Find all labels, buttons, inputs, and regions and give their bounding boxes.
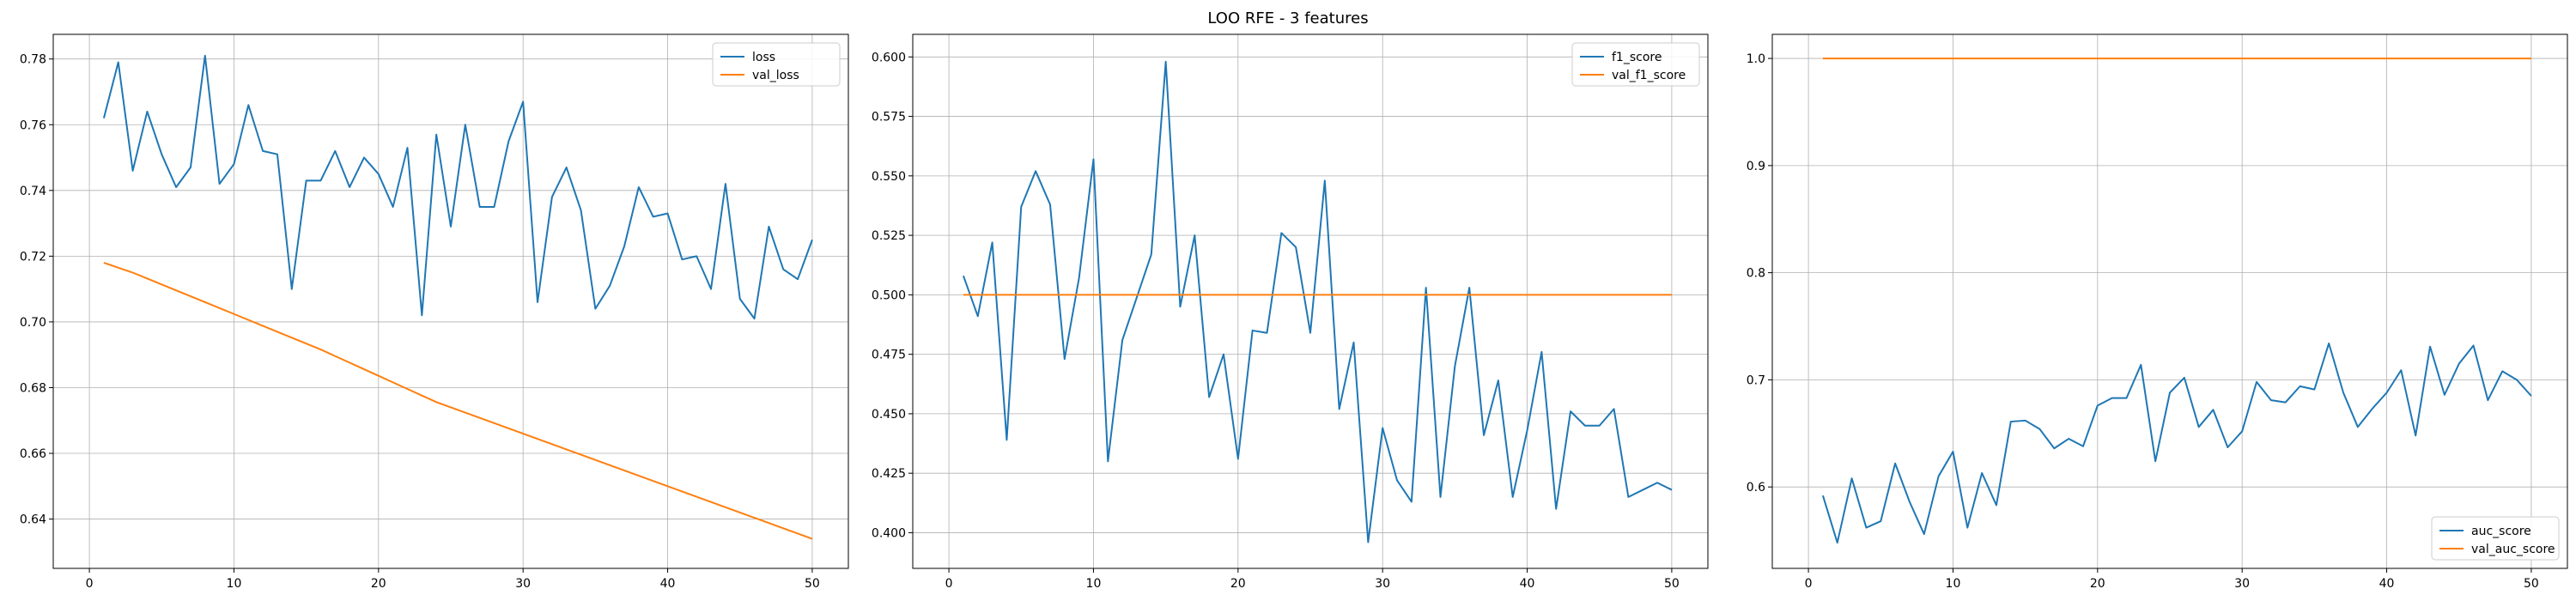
y-tick-label: 0.9 xyxy=(1747,160,1765,173)
x-tick-label: 30 xyxy=(2234,577,2250,591)
y-tick-label: 0.550 xyxy=(872,170,906,184)
axes-frame xyxy=(1771,33,2568,569)
x-tick-label: 0 xyxy=(86,577,94,591)
series-line-f1-score xyxy=(962,60,1673,543)
legend: loss val_loss xyxy=(712,42,841,87)
y-tick-label: 0.525 xyxy=(872,229,906,243)
legend-label-f1-score: f1_score xyxy=(1612,51,1662,64)
y-tick-label: 0.70 xyxy=(20,316,46,330)
legend: auc_score val_auc_score xyxy=(2431,516,2560,561)
y-tick-label: 0.600 xyxy=(872,51,906,64)
x-tick-label: 10 xyxy=(1946,577,1961,591)
y-tick-label: 0.400 xyxy=(872,526,906,540)
x-tick-label: 50 xyxy=(2524,577,2539,591)
x-tick-label: 0 xyxy=(1805,577,1813,591)
y-tick-label: 0.74 xyxy=(20,185,46,198)
auc-score-subplot: 0 10 20 30 40 50 0.6 0.7 0.8 0.9 1.0 auc_score val_a… xyxy=(1747,33,2568,591)
y-tick-label: 0.64 xyxy=(20,513,46,527)
y-tick-label: 0.72 xyxy=(20,250,46,264)
y-tick-label: 0.475 xyxy=(872,349,906,362)
x-tick-label: 50 xyxy=(1664,577,1680,591)
y-tick-label: 0.500 xyxy=(872,288,906,302)
series-line-val-loss xyxy=(103,262,813,540)
x-tick-label: 20 xyxy=(1230,577,1246,591)
x-tick-label: 40 xyxy=(2379,577,2395,591)
legend-label-val-f1-score: val_f1_score xyxy=(1612,69,1686,82)
x-tick-label: 10 xyxy=(227,577,242,591)
legend-label-auc-score: auc_score xyxy=(2471,525,2531,538)
y-tick-label: 0.575 xyxy=(872,111,906,124)
y-tick-label: 0.66 xyxy=(20,447,46,461)
axes-frame xyxy=(912,33,1709,569)
y-tick-label: 0.450 xyxy=(872,408,906,422)
series-line-loss xyxy=(102,54,813,320)
legend-label-loss: loss xyxy=(752,51,775,64)
series-line-auc-score xyxy=(1821,342,2532,544)
x-tick-label: 40 xyxy=(1520,577,1535,591)
y-tick-label: 0.76 xyxy=(20,118,46,132)
x-tick-label: 10 xyxy=(1086,577,1102,591)
loss-subplot: 0 10 20 30 40 50 0.64 0.66 0.68 0.70 0.72 0.74 0.76 0… xyxy=(20,33,849,591)
y-tick-label: 0.6 xyxy=(1747,481,1765,495)
y-tick-label: 1.0 xyxy=(1747,52,1765,66)
x-tick-label: 30 xyxy=(515,577,531,591)
x-tick-label: 20 xyxy=(371,577,386,591)
f1-score-subplot: 0 10 20 30 40 50 0.400 0.425 0.450 0.475 0.500 0.52… xyxy=(872,33,1709,591)
y-tick-label: 0.78 xyxy=(20,53,46,67)
legend-label-val-auc-score: val_auc_score xyxy=(2471,543,2555,556)
legend-label-val-loss: val_loss xyxy=(752,69,799,82)
axes-frame xyxy=(52,33,849,569)
x-tick-label: 20 xyxy=(2090,577,2105,591)
x-tick-label: 50 xyxy=(805,577,820,591)
x-tick-label: 0 xyxy=(945,577,953,591)
figure-title: LOO RFE - 3 features xyxy=(1207,9,1368,27)
x-tick-label: 40 xyxy=(660,577,676,591)
x-tick-label: 30 xyxy=(1375,577,1390,591)
y-tick-label: 0.425 xyxy=(872,467,906,481)
y-tick-label: 0.68 xyxy=(20,381,46,395)
y-tick-label: 0.8 xyxy=(1747,267,1765,281)
legend: f1_score val_f1_score xyxy=(1571,42,1700,87)
y-tick-label: 0.7 xyxy=(1747,373,1765,387)
